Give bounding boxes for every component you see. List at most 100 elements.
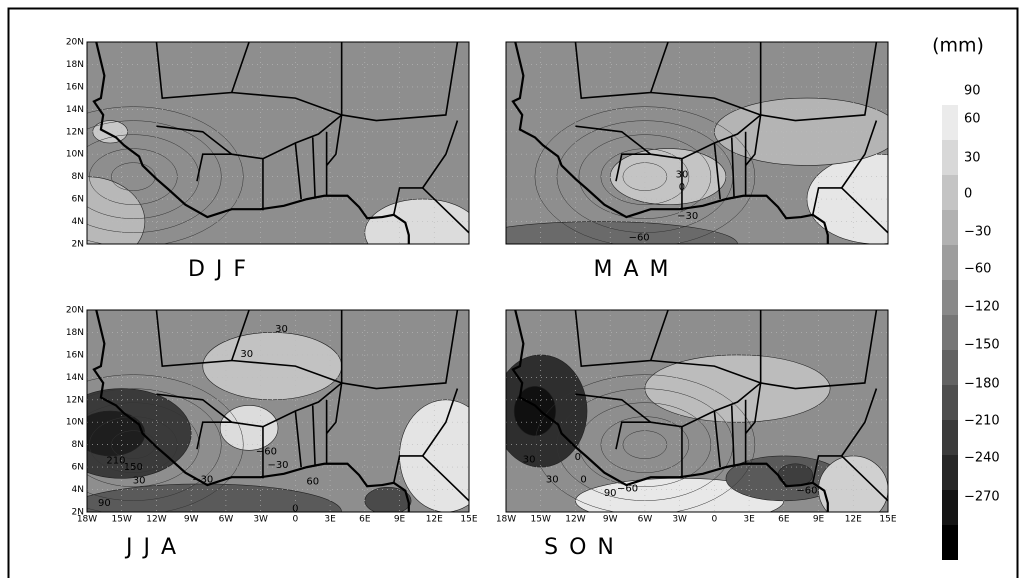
x-tick-label: 9W — [603, 515, 618, 525]
y-tick-label: 8N — [72, 172, 84, 182]
contour-label: 60 — [306, 477, 319, 488]
y-tick-label: 2N — [72, 240, 84, 250]
x-tick-label: 15E — [879, 515, 896, 525]
contour-label: 90 — [98, 498, 111, 509]
contour — [87, 106, 244, 244]
border — [841, 187, 888, 234]
border — [615, 421, 651, 450]
border — [341, 42, 459, 122]
y-tick-label: 2N — [72, 508, 84, 518]
border — [574, 310, 669, 367]
border — [730, 137, 735, 197]
colorbar-swatch — [942, 210, 958, 245]
panel-label: M A M — [594, 257, 671, 282]
colorbar-label: −180 — [964, 377, 1000, 392]
panel-frame — [505, 41, 889, 245]
border — [294, 410, 302, 468]
colorbar-label: −150 — [964, 338, 1000, 353]
border — [574, 42, 669, 99]
contour — [578, 134, 712, 219]
colorbar-swatch — [942, 490, 958, 525]
x-tick-label: 12E — [426, 515, 443, 525]
border — [760, 310, 878, 390]
shade — [202, 332, 342, 401]
map-panel — [87, 42, 469, 244]
contour-label: −60 — [617, 483, 638, 494]
coastline — [92, 42, 410, 244]
border — [326, 114, 343, 166]
panel-label: S O N — [544, 535, 616, 560]
shade — [219, 405, 279, 451]
x-tick-label: 6E — [359, 515, 371, 525]
y-tick-label: 12N — [66, 395, 84, 405]
x-tick-label: 3W — [253, 515, 268, 525]
border — [745, 382, 762, 434]
contour-label: −30 — [677, 211, 698, 222]
border — [841, 455, 888, 502]
border — [650, 310, 762, 385]
contour — [87, 374, 244, 512]
border — [760, 42, 878, 122]
shade — [87, 176, 146, 244]
colorbar-label: 0 — [964, 187, 972, 202]
y-tick-label: 10N — [66, 418, 84, 428]
contour-label: 30 — [240, 349, 253, 360]
x-tick-label: 6W — [638, 515, 653, 525]
border — [341, 310, 459, 390]
x-tick-label: 0 — [711, 515, 717, 525]
x-tick-label: 18W — [496, 515, 516, 525]
y-tick-label: 6N — [72, 463, 84, 473]
colorbar-swatch — [942, 140, 958, 175]
x-tick-label: 9E — [813, 515, 825, 525]
x-tick-label: 15W — [112, 515, 132, 525]
border — [730, 405, 735, 465]
border — [231, 310, 343, 385]
coastline — [511, 310, 829, 512]
colorbar-swatch — [942, 315, 958, 350]
contour-label: −30 — [267, 460, 288, 471]
contour — [600, 148, 690, 205]
border — [294, 142, 302, 200]
y-tick-label: 12N — [66, 127, 84, 137]
contour — [87, 134, 200, 219]
contour — [578, 402, 712, 487]
x-tick-label: 6E — [778, 515, 790, 525]
coastline — [511, 42, 829, 244]
contour-label: 90 — [604, 488, 617, 499]
border — [713, 410, 721, 468]
colorbar-swatch — [942, 525, 958, 560]
colorbar-label: 30 — [964, 151, 981, 166]
shade — [364, 487, 412, 512]
border — [326, 382, 343, 434]
colorbar-swatch — [942, 350, 958, 385]
contour-label: −60 — [629, 232, 650, 243]
colorbar-label: 90 — [964, 84, 981, 99]
border — [650, 42, 762, 117]
y-tick-label: 18N — [66, 328, 84, 338]
contour-label: 30 — [523, 454, 536, 465]
border — [422, 455, 469, 502]
y-tick-label: 4N — [72, 485, 84, 495]
y-tick-label: 14N — [66, 373, 84, 383]
y-tick-label: 16N — [66, 82, 84, 92]
colorbar-label: −210 — [964, 414, 1000, 429]
x-tick-label: 12W — [146, 515, 166, 525]
contour-label: 210 — [106, 455, 125, 466]
colorbar-swatch — [942, 105, 958, 140]
y-tick-label: 8N — [72, 440, 84, 450]
map-panel — [506, 42, 888, 244]
shade — [609, 148, 727, 206]
colorbar-swatch — [942, 280, 958, 315]
contour — [87, 402, 200, 487]
contour-label: 0 — [292, 504, 298, 515]
map-panel — [87, 310, 469, 512]
colorbar-label: −270 — [964, 490, 1000, 505]
colorbar-swatch — [942, 245, 958, 280]
shade — [364, 198, 469, 244]
x-tick-label: 12W — [565, 515, 585, 525]
panel-frame — [505, 309, 889, 513]
colorbar-unit: (mm) — [932, 35, 984, 57]
contour-label: 0 — [679, 182, 685, 193]
border — [196, 421, 232, 450]
